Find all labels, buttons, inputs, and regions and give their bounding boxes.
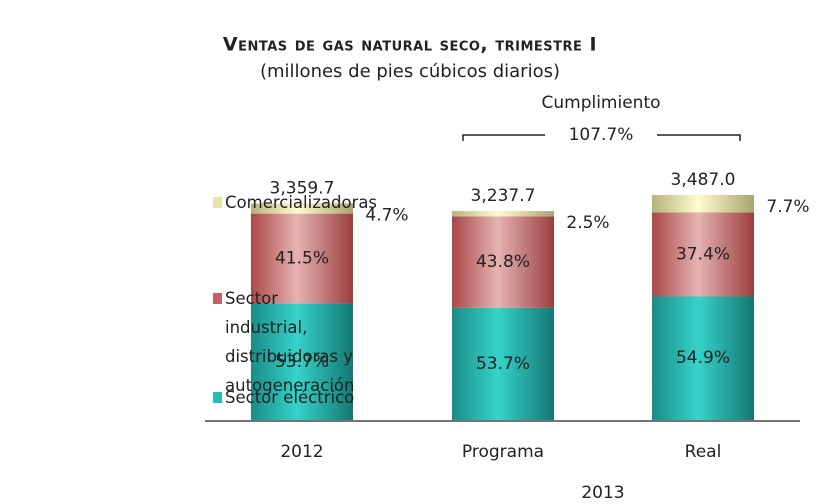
bar-segment (452, 307, 554, 420)
data-label: 41.5% (275, 249, 329, 269)
legend-item: Sector industrial, distribuidoras y auto… (213, 284, 365, 400)
data-label: 54.9% (676, 348, 730, 368)
legend-swatch (213, 392, 222, 403)
data-label: 53.7% (275, 352, 329, 372)
legend-item: Sector eléctrico (213, 383, 365, 412)
group-label: 2013 (581, 483, 624, 503)
data-label: 4.7% (365, 205, 408, 225)
legend-label: Sector eléctrico (225, 388, 355, 407)
bar-segment (652, 195, 754, 213)
bar-segment (251, 303, 353, 420)
legend-label: Comercializadoras (225, 193, 378, 212)
legend-swatch (213, 293, 222, 304)
data-label: 53.7% (476, 354, 530, 374)
annotation-text: 107.7% (569, 125, 634, 145)
total-label: 3,359.7 (270, 178, 335, 198)
x-tick-label: 2012 (280, 442, 323, 462)
total-label: 3,237.7 (471, 186, 536, 206)
x-tick-label: Programa (462, 442, 544, 462)
bar-segment (452, 216, 554, 308)
data-label: 2.5% (566, 213, 609, 233)
bar-segment (251, 213, 353, 304)
legend-item: Comercializadoras (213, 188, 377, 217)
bar-segment (452, 211, 554, 217)
legend-label: Sector industrial, distribuidoras y auto… (225, 289, 355, 395)
bar-segment (652, 296, 754, 420)
legend-swatch (213, 197, 222, 208)
data-label: 43.8% (476, 252, 530, 272)
bar-segment (251, 203, 353, 214)
chart-title: Ventas de gas natural seco, trimestre I (223, 34, 597, 56)
bar-segment (652, 212, 754, 297)
total-label: 3,487.0 (671, 170, 736, 190)
bracket (462, 134, 741, 141)
x-tick-label: Real (685, 442, 722, 462)
annotation-title: Cumplimiento (541, 93, 660, 113)
data-label: 7.7% (766, 197, 809, 217)
data-label: 37.4% (676, 244, 730, 264)
chart-subtitle: (millones de pies cúbicos diarios) (260, 61, 560, 82)
